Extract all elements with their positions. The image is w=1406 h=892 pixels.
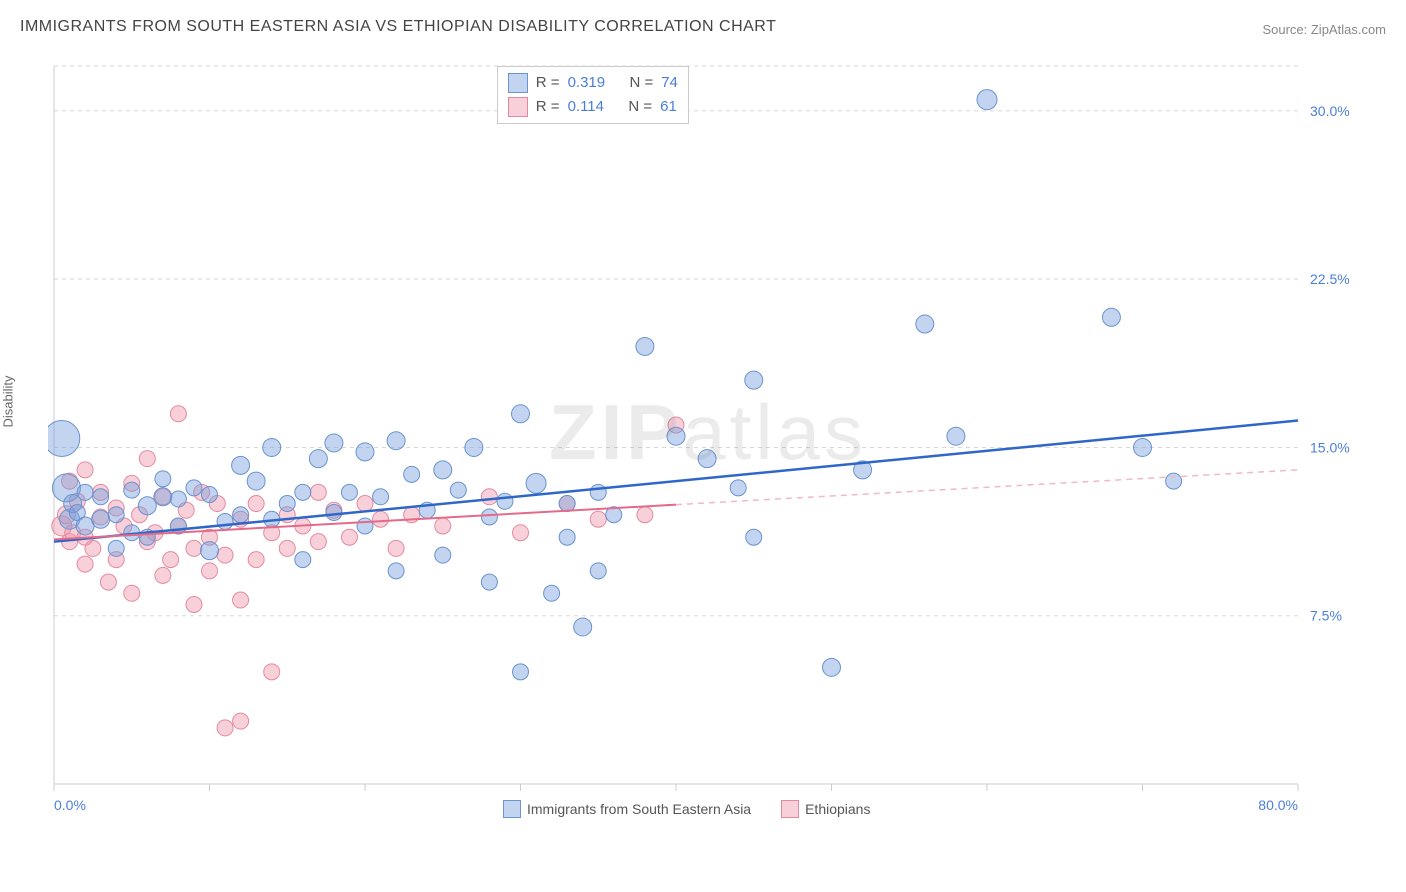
legend-swatch bbox=[781, 800, 799, 818]
y-axis-label: Disability bbox=[1, 375, 16, 427]
legend-swatch bbox=[503, 800, 521, 818]
series-swatch bbox=[508, 97, 528, 117]
series-swatch bbox=[508, 73, 528, 93]
svg-text:0.0%: 0.0% bbox=[54, 797, 86, 813]
legend-series-label: Ethiopians bbox=[805, 801, 870, 817]
stat-label-r: R = bbox=[536, 95, 560, 119]
svg-text:30.0%: 30.0% bbox=[1310, 103, 1350, 119]
source-attribution: Source: ZipAtlas.com bbox=[1262, 22, 1386, 37]
stats-row: R = 0.114 N = 61 bbox=[508, 95, 678, 119]
stat-n-value: 61 bbox=[660, 95, 677, 119]
plot-svg: 7.5% 15.0% 22.5% 30.0% 0.0% 80.0% bbox=[48, 60, 1368, 820]
stats-row: R = 0.319 N = 74 bbox=[508, 71, 678, 95]
chart-title: IMMIGRANTS FROM SOUTH EASTERN ASIA VS ET… bbox=[20, 18, 776, 36]
correlation-stats-legend: R = 0.319 N = 74R = 0.114 N = 61 bbox=[497, 66, 689, 124]
stat-label-r: R = bbox=[536, 71, 560, 95]
stat-n-value: 74 bbox=[661, 71, 678, 95]
svg-text:80.0%: 80.0% bbox=[1258, 797, 1298, 813]
svg-text:7.5%: 7.5% bbox=[1310, 608, 1342, 624]
stat-label-n: N = bbox=[629, 71, 653, 95]
series-legend: Immigrants from South Eastern Asia Ethiop… bbox=[503, 800, 894, 818]
svg-text:22.5%: 22.5% bbox=[1310, 271, 1350, 287]
svg-text:15.0%: 15.0% bbox=[1310, 439, 1350, 455]
scatter-plot: 7.5%15.0%22.5%30.0%0.0%80.0% ZIPatlas R … bbox=[48, 60, 1368, 820]
stat-r-value: 0.114 bbox=[568, 95, 604, 119]
stat-label-n: N = bbox=[628, 95, 652, 119]
legend-series-label: Immigrants from South Eastern Asia bbox=[527, 801, 751, 817]
stat-r-value: 0.319 bbox=[568, 71, 606, 95]
